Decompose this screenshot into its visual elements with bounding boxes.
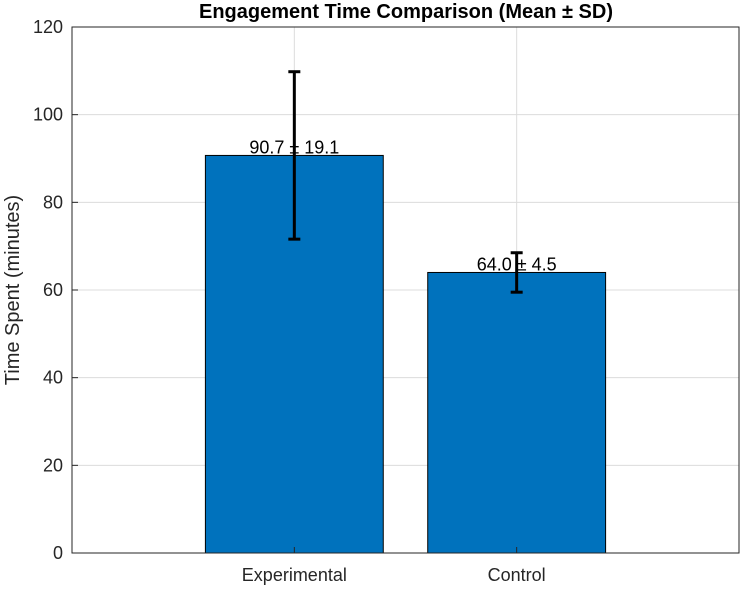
chart-title: Engagement Time Comparison (Mean ± SD) [199,1,613,23]
y-tick-label: 100 [33,105,63,125]
data-label-experimental: 90.7 ± 19.1 [249,137,339,157]
y-axis-label: Time Spent (minutes) [2,195,24,385]
y-tick-label: 40 [43,368,63,388]
y-tick-label: 60 [43,280,63,300]
data-labels: 90.7 ± 19.1 Experimental 64.0 ± 4.5 Control… [33,17,557,585]
data-label-control: 64.0 ± 4.5 [477,254,557,274]
x-tick-label: Experimental [242,565,347,585]
x-tick-label: Control [488,565,546,585]
y-tick-label: 120 [33,17,63,37]
axes [71,26,740,554]
bar-control [427,271,607,554]
bars [204,70,607,554]
y-tick-label: 20 [43,455,63,475]
grid-lines [72,27,739,553]
y-tick-label: 0 [53,543,63,563]
y-tick-label: 80 [43,192,63,212]
